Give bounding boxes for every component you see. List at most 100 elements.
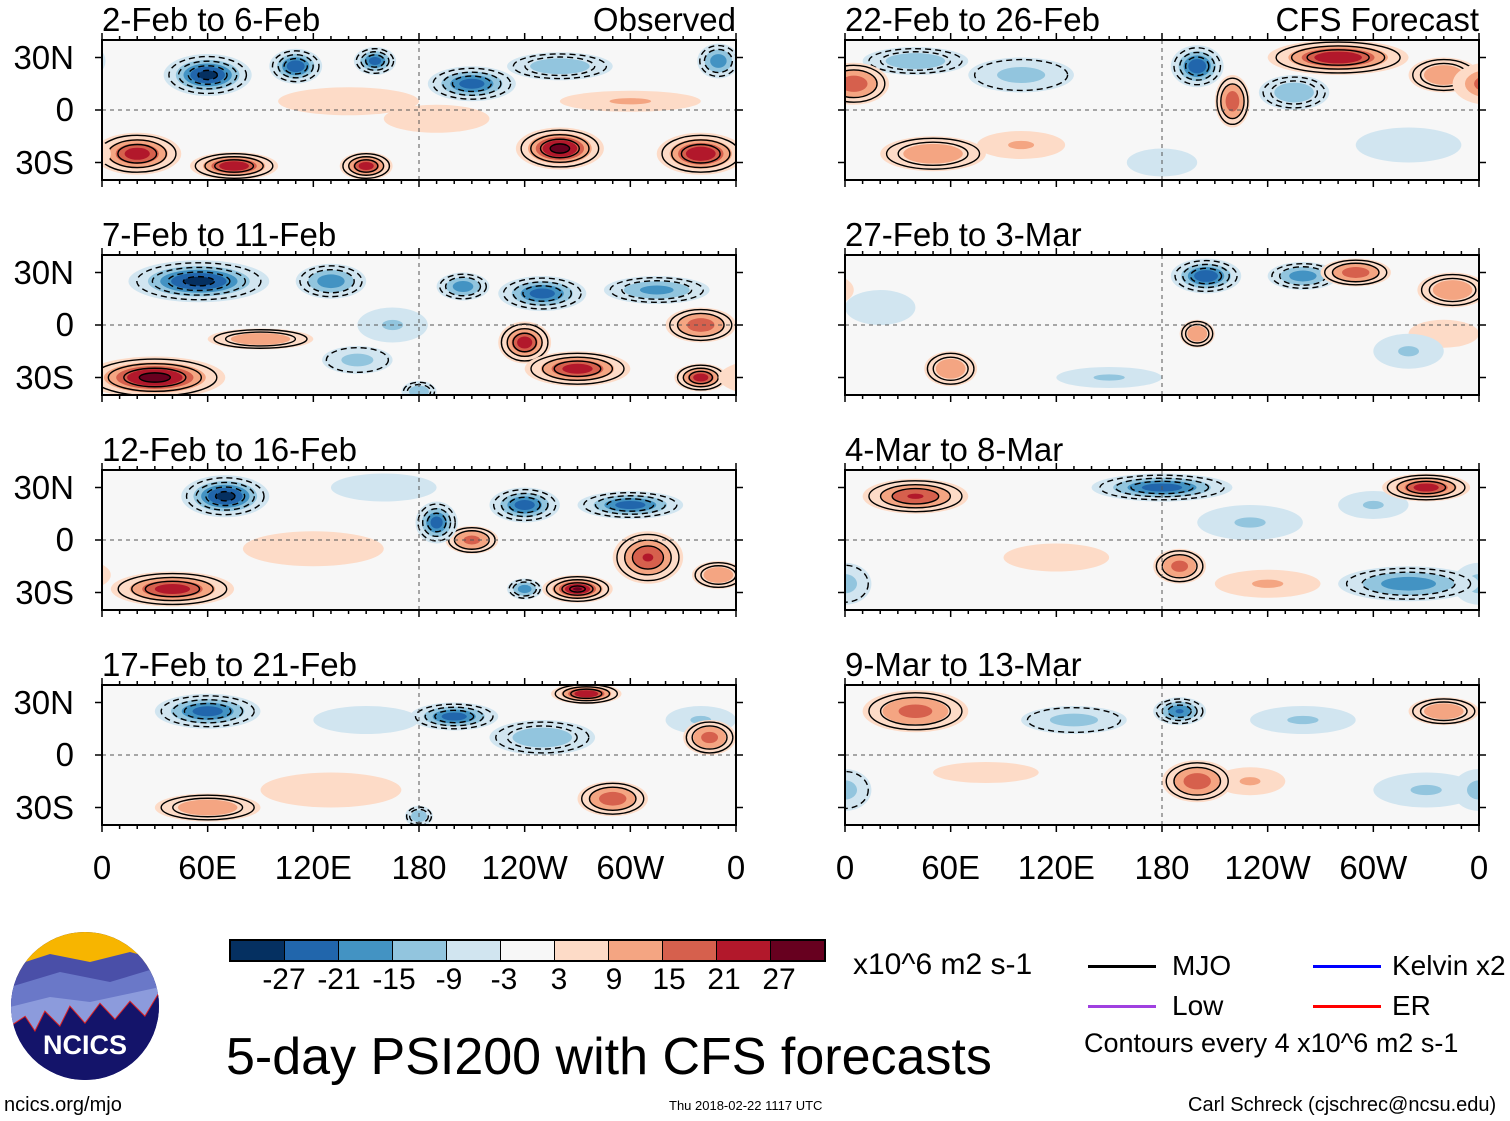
anomaly-fill bbox=[739, 773, 845, 808]
colorbar-swatch bbox=[771, 941, 824, 960]
anomaly-fill bbox=[718, 363, 736, 392]
negative-contour bbox=[185, 477, 265, 516]
negative-contour bbox=[512, 581, 537, 597]
anomaly-fill bbox=[642, 553, 654, 562]
anomaly-fill bbox=[777, 785, 808, 795]
colorbar-tick-label: -27 bbox=[262, 963, 306, 996]
anomaly-fill bbox=[727, 141, 736, 167]
map-panel bbox=[838, 463, 1486, 617]
positive-contour bbox=[562, 686, 611, 702]
lat-label: 30N bbox=[13, 38, 74, 76]
positive-contour bbox=[1155, 550, 1204, 583]
colorbar-tick-label: 15 bbox=[652, 963, 686, 996]
anomaly-fill bbox=[317, 274, 345, 289]
map-panel bbox=[95, 33, 743, 187]
positive-contour bbox=[1396, 477, 1456, 498]
anomaly-fill bbox=[102, 141, 111, 167]
positive-contour bbox=[194, 152, 274, 180]
lat-label: 30N bbox=[13, 468, 74, 506]
negative-contour bbox=[703, 48, 734, 74]
colorbar-tick-label: 3 bbox=[550, 963, 568, 996]
anomaly-fill bbox=[530, 58, 590, 75]
ncics-logo: NCICS bbox=[11, 932, 159, 1080]
colorbar-swatch bbox=[609, 941, 663, 960]
negative-contour bbox=[1174, 259, 1238, 293]
positive-contour bbox=[1428, 277, 1477, 303]
lat-label: 0 bbox=[55, 521, 74, 558]
positive-contour bbox=[117, 143, 158, 164]
positive-contour bbox=[694, 561, 736, 589]
lat-label: 0 bbox=[55, 306, 74, 343]
panel-title: 17-Feb to 21-Feb bbox=[102, 646, 357, 683]
negative-contour bbox=[1026, 706, 1122, 734]
colorbar-swatch bbox=[501, 941, 555, 960]
anomaly-fill bbox=[776, 580, 837, 597]
anomaly-fill bbox=[764, 346, 785, 356]
anomaly-fill bbox=[330, 473, 437, 502]
anomaly-fill bbox=[1239, 777, 1261, 786]
anomaly-fill bbox=[1398, 346, 1419, 357]
positive-contour bbox=[213, 329, 308, 349]
lat-label: 0 bbox=[55, 91, 74, 128]
positive-contour bbox=[685, 721, 734, 754]
anomaly-fill bbox=[615, 500, 646, 510]
positive-contour bbox=[131, 576, 214, 602]
colorbar-tick-label: 27 bbox=[762, 963, 796, 996]
positive-contour bbox=[1290, 45, 1386, 70]
negative-contour bbox=[492, 488, 557, 522]
negative-contour bbox=[502, 277, 582, 310]
anomaly-fill bbox=[1362, 500, 1384, 510]
anomaly-fill bbox=[685, 146, 716, 161]
colorbar-swatch bbox=[555, 941, 609, 960]
colorbar-tick-label: -9 bbox=[435, 963, 463, 996]
anomaly-fill bbox=[845, 290, 916, 325]
negative-contour bbox=[973, 58, 1069, 92]
negative-contour bbox=[426, 512, 447, 533]
negative-contour bbox=[512, 281, 573, 306]
anomaly-fill bbox=[750, 366, 827, 389]
positive-contour bbox=[1220, 83, 1245, 120]
positive-contour bbox=[530, 352, 625, 385]
footer-url[interactable]: ncics.org/mjo bbox=[4, 1094, 122, 1116]
colorbar-tick-label: 9 bbox=[605, 963, 623, 996]
colorbar bbox=[229, 939, 826, 962]
legend-er-line bbox=[1313, 1005, 1381, 1008]
positive-contour bbox=[348, 156, 385, 176]
anomaly-fill bbox=[1423, 703, 1464, 720]
lon-label: 120E bbox=[1017, 849, 1095, 886]
anomaly-fill bbox=[441, 712, 467, 721]
positive-contour bbox=[682, 367, 719, 388]
anomaly-fill bbox=[1497, 479, 1510, 514]
anomaly-fill bbox=[139, 373, 170, 382]
positive-contour bbox=[545, 575, 610, 603]
positive-contour bbox=[676, 312, 725, 338]
anomaly-fill bbox=[1464, 71, 1479, 97]
footer-author: Carl Schreck (cjschrec@ncsu.edu) bbox=[1188, 1094, 1497, 1116]
anomaly-fill bbox=[1314, 51, 1362, 64]
anomaly-fill bbox=[1287, 715, 1319, 725]
negative-contour bbox=[151, 266, 247, 296]
anomaly-fill bbox=[573, 587, 582, 591]
anomaly-fill bbox=[933, 762, 1039, 783]
legend-kelvin-label: Kelvin x2 bbox=[1392, 950, 1506, 981]
anomaly-fill bbox=[177, 799, 238, 816]
negative-contour bbox=[195, 481, 256, 511]
positive-contour bbox=[1165, 762, 1229, 801]
positive-contour bbox=[530, 133, 590, 164]
negative-contour bbox=[271, 50, 320, 83]
anomaly-fill bbox=[722, 128, 828, 163]
panel-title: 4-Mar to 8-Mar bbox=[845, 431, 1064, 468]
legend-kelvin-line bbox=[1313, 965, 1381, 968]
positive-contour bbox=[144, 580, 201, 598]
negative-contour bbox=[360, 51, 390, 71]
negative-contour bbox=[845, 564, 869, 603]
negative-contour bbox=[1173, 47, 1222, 86]
negative-contour bbox=[306, 268, 355, 294]
negative-contour bbox=[214, 490, 236, 502]
map-panel bbox=[838, 248, 1486, 402]
anomaly-fill bbox=[1413, 483, 1439, 492]
positive-contour bbox=[879, 696, 952, 726]
positive-contour bbox=[500, 323, 549, 362]
anomaly-fill bbox=[1008, 140, 1035, 150]
positive-contour bbox=[680, 143, 721, 164]
